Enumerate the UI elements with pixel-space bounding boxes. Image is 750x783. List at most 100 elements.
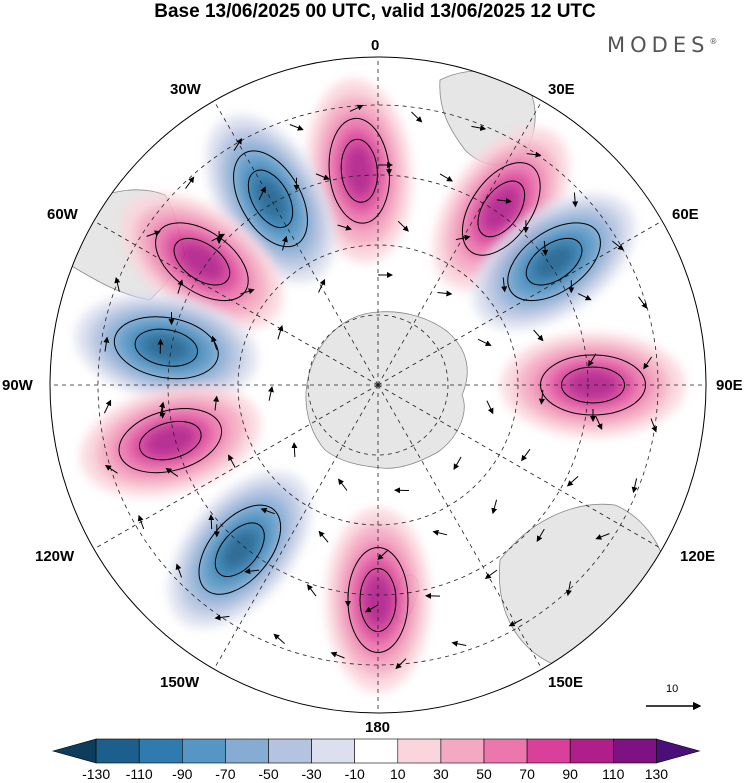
flow-arrow bbox=[377, 549, 389, 560]
flow-arrow bbox=[501, 277, 508, 293]
lon-label-30w: 30W bbox=[170, 81, 201, 98]
flow-arrow bbox=[338, 478, 348, 491]
meridian-300 bbox=[93, 220, 379, 386]
flow-arrow bbox=[228, 454, 236, 468]
swirl-3-0 bbox=[173, 237, 231, 286]
brand-mark: ® bbox=[709, 37, 718, 46]
colorbar-swatch-10 bbox=[483, 738, 528, 764]
colorbar-tick-label: 70 bbox=[519, 766, 535, 782]
flow-arrow bbox=[260, 507, 275, 515]
colorbar-tick-label: 110 bbox=[602, 766, 625, 782]
swirl-2-0 bbox=[477, 180, 526, 238]
flow-arrow bbox=[291, 442, 298, 458]
colorbar-tick-label: -10 bbox=[344, 766, 365, 782]
colorbar-tick-label: 130 bbox=[644, 766, 669, 782]
flow-arrow bbox=[282, 235, 288, 251]
flow-arrow bbox=[572, 192, 579, 208]
colorbar-tick-label: -70 bbox=[215, 766, 236, 782]
colorbar-swatch-12 bbox=[569, 738, 614, 764]
swirl-9-0 bbox=[359, 568, 397, 632]
colorbar-swatch-14 bbox=[656, 738, 701, 764]
colorbar-tick-label: 10 bbox=[390, 766, 406, 782]
flow-arrow bbox=[395, 658, 407, 670]
flow-arrow bbox=[631, 478, 638, 494]
flow-arrow bbox=[455, 234, 471, 241]
chart-title: Base 13/06/2025 00 UTC, valid 13/06/2025… bbox=[154, 1, 596, 22]
lon-label-90w: 90W bbox=[2, 377, 33, 394]
flow-arrow bbox=[211, 335, 218, 351]
latitude-circle-0 bbox=[307, 314, 449, 456]
swirl-0-0 bbox=[340, 138, 378, 203]
flow-arrow bbox=[491, 499, 498, 515]
anomaly-negative-4 bbox=[473, 193, 636, 330]
flow-arrow bbox=[484, 569, 498, 579]
flow-arrow bbox=[565, 581, 572, 597]
colorbar-tick-label: -110 bbox=[125, 766, 153, 782]
flow-arrow bbox=[349, 104, 364, 112]
flow-arrow bbox=[146, 230, 161, 237]
flow-arrow bbox=[177, 279, 184, 294]
flow-arrow bbox=[521, 448, 531, 462]
flow-arrow bbox=[638, 296, 648, 309]
flow-arrow bbox=[397, 220, 409, 232]
colorbar-swatch-6 bbox=[311, 738, 356, 764]
flow-arrow bbox=[588, 353, 597, 367]
flow-arrow bbox=[137, 514, 145, 530]
flow-arrow bbox=[211, 233, 225, 242]
flow-arrow bbox=[439, 173, 453, 182]
flow-arrow bbox=[159, 401, 165, 417]
meridian-30 bbox=[377, 100, 543, 386]
colorbar-tick-label: -50 bbox=[258, 766, 279, 782]
colorbar-swatch-2 bbox=[138, 738, 183, 764]
lon-label-120e: 120E bbox=[680, 548, 716, 565]
flow-arrow bbox=[307, 584, 317, 597]
swirl-5-0 bbox=[134, 328, 198, 367]
flow-arrow bbox=[318, 278, 326, 293]
flow-arrow bbox=[318, 530, 329, 543]
flow-arrow bbox=[451, 640, 467, 647]
colorbar-swatch-7 bbox=[354, 738, 399, 764]
colorbar-tick-label: 90 bbox=[562, 766, 578, 782]
flow-arrow bbox=[643, 356, 653, 370]
flow-arrow bbox=[330, 651, 345, 659]
colorbar-swatch-8 bbox=[397, 738, 442, 764]
colorbar-swatch-3 bbox=[182, 738, 226, 764]
flow-arrow bbox=[611, 240, 624, 251]
colorbar-swatch-9 bbox=[440, 738, 485, 764]
flow-arrow bbox=[595, 416, 603, 430]
colorbar bbox=[51, 738, 701, 764]
colorbar-tick-label: -130 bbox=[82, 766, 111, 782]
colorbar-tick-label: -90 bbox=[172, 766, 193, 782]
colorbar-swatch-5 bbox=[268, 738, 312, 764]
flow-arrow bbox=[364, 604, 379, 613]
flow-arrow bbox=[233, 138, 243, 151]
flow-arrow bbox=[566, 476, 579, 487]
anomaly-negative-1 bbox=[206, 114, 335, 283]
brand-logo: MODES® bbox=[607, 33, 717, 57]
flow-arrow bbox=[432, 529, 448, 536]
flow-arrow bbox=[103, 399, 112, 414]
anomaly-positive-9 bbox=[326, 508, 430, 692]
flow-arrow bbox=[315, 173, 330, 181]
flow-arrow bbox=[277, 324, 284, 340]
lon-label-150w: 150W bbox=[160, 674, 200, 691]
flow-arrow bbox=[213, 395, 220, 411]
flow-arrow bbox=[165, 467, 179, 477]
flow-arrow bbox=[526, 151, 542, 158]
flow-arrow bbox=[486, 400, 494, 415]
colorbar-swatch-1 bbox=[95, 738, 140, 764]
flow-arrow bbox=[496, 197, 512, 204]
flow-arrow bbox=[471, 125, 487, 131]
flow-arrow bbox=[337, 224, 352, 231]
lon-label-150e: 150E bbox=[548, 674, 584, 691]
flow-arrow bbox=[536, 528, 545, 542]
flow-arrow bbox=[240, 288, 255, 295]
swirl-4-0 bbox=[525, 237, 583, 286]
flow-arrow bbox=[477, 338, 492, 346]
colorbar-swatch-13 bbox=[612, 738, 657, 764]
flow-arrow bbox=[175, 563, 183, 578]
colorbar-tick-label: 30 bbox=[433, 766, 449, 782]
meridian-330 bbox=[213, 100, 379, 386]
swirl-7-0 bbox=[139, 420, 202, 461]
polar-map bbox=[49, 56, 707, 714]
